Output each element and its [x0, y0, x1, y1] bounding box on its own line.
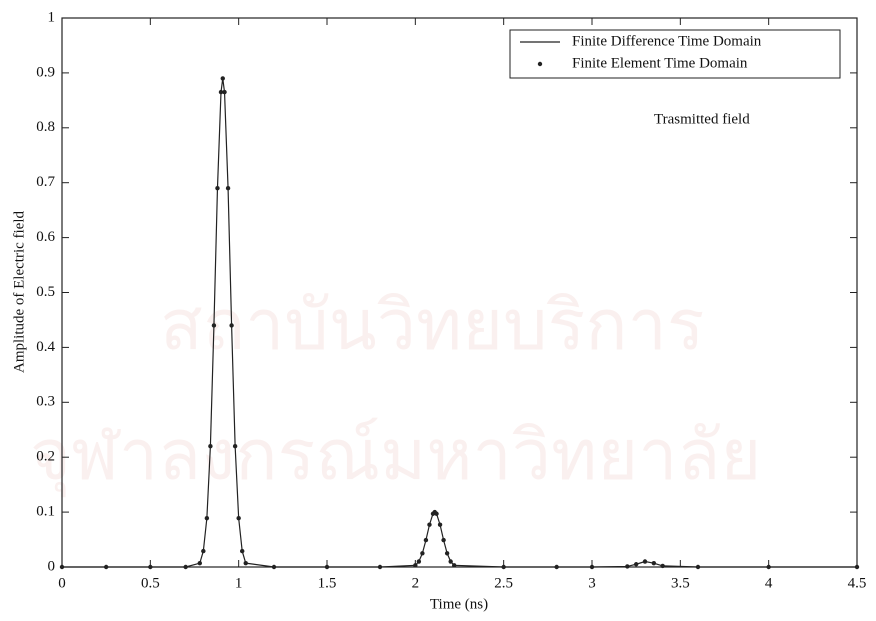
data-point — [201, 548, 206, 554]
data-point — [420, 551, 425, 556]
data-point — [660, 563, 665, 569]
data-point — [695, 564, 701, 570]
data-point — [225, 185, 231, 191]
x-tick-label: 3 — [588, 575, 596, 591]
y-tick-label: 0.7 — [36, 174, 55, 190]
x-tick-label: 0 — [58, 575, 66, 591]
annotation: Trasmitted field — [654, 111, 750, 127]
data-point — [501, 564, 506, 570]
data-point — [220, 76, 225, 81]
x-tick-label: 2 — [412, 575, 420, 591]
data-point — [229, 323, 234, 328]
data-point — [633, 562, 639, 567]
data-point — [437, 522, 443, 527]
data-point — [377, 564, 383, 570]
data-point — [240, 548, 245, 554]
data-point — [416, 559, 422, 564]
y-tick-label: 0.6 — [36, 229, 55, 245]
data-point — [59, 564, 65, 570]
data-point — [589, 564, 595, 570]
data-point — [232, 444, 238, 449]
x-tick-label: 4.5 — [848, 575, 867, 591]
x-tick-label: 1.5 — [318, 575, 337, 591]
data-point — [651, 560, 657, 566]
data-point — [148, 564, 153, 570]
y-tick-label: 0.4 — [36, 339, 55, 355]
x-tick-label: 4 — [765, 575, 773, 591]
y-axis-label: Amplitude of Electric field — [11, 210, 27, 373]
y-tick-label: 0.5 — [36, 284, 55, 300]
legend-label: Finite Element Time Domain — [572, 55, 748, 71]
data-point — [183, 564, 188, 570]
data-point — [103, 564, 109, 570]
y-tick-label: 0.8 — [36, 119, 55, 135]
y-tick-label: 0.1 — [36, 504, 55, 520]
x-tick-label: 0.5 — [141, 575, 160, 591]
data-point — [211, 323, 217, 328]
y-tick-label: 0.2 — [36, 449, 55, 465]
y-tick-label: 1 — [48, 9, 56, 25]
data-point — [208, 444, 213, 449]
y-tick-label: 0.9 — [36, 64, 55, 80]
data-point — [642, 559, 648, 564]
data-point — [554, 564, 559, 570]
data-point — [324, 564, 330, 570]
data-point — [444, 551, 450, 556]
data-line — [62, 78, 857, 568]
data-point — [197, 560, 202, 566]
data-point — [452, 563, 457, 568]
data-point — [215, 185, 220, 191]
data-point — [218, 89, 224, 95]
y-tick-label: 0 — [48, 558, 56, 574]
legend-marker — [537, 61, 543, 67]
data-point — [243, 560, 248, 566]
data-point — [271, 564, 277, 570]
data-point — [854, 564, 860, 570]
legend-label: Finite Difference Time Domain — [572, 33, 762, 49]
data-point — [427, 522, 432, 527]
data-point — [448, 559, 453, 564]
data-point — [766, 564, 771, 570]
data-point — [441, 537, 446, 543]
x-tick-label: 3.5 — [671, 575, 690, 591]
legend-box — [509, 29, 841, 79]
data-point — [222, 89, 227, 95]
data-point — [625, 564, 630, 569]
data-point — [236, 515, 241, 521]
y-tick-label: 0.3 — [36, 394, 55, 410]
data-point — [434, 511, 439, 516]
watermark: จุฬาลงกรณ์มหาวิทยาลัย — [30, 414, 761, 498]
watermark: สถาบันวิทยบริการ — [160, 284, 704, 366]
data-point — [204, 515, 210, 521]
data-point — [423, 537, 429, 543]
x-axis-label: Time (ns) — [430, 596, 488, 612]
data-point — [413, 563, 418, 568]
x-tick-label: 2.5 — [494, 575, 513, 591]
x-tick-label: 1 — [235, 575, 243, 591]
